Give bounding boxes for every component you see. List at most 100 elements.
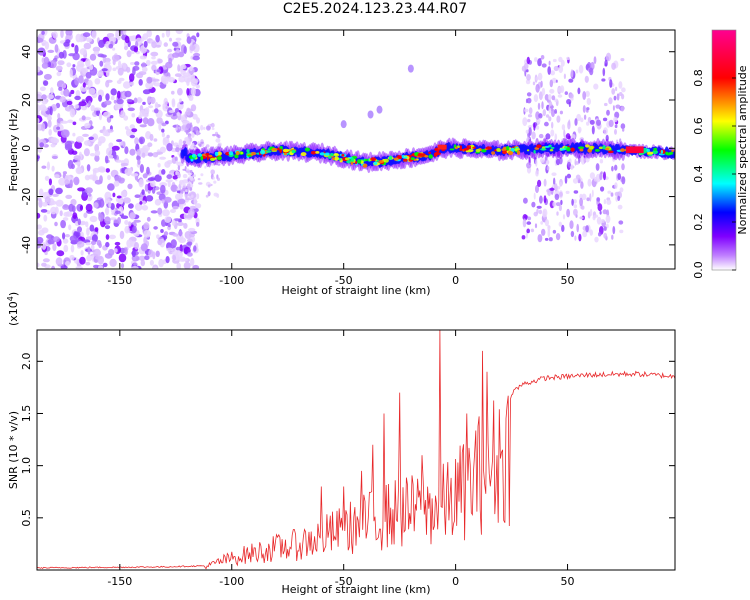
scatter-blob bbox=[554, 98, 558, 103]
scatter-blob bbox=[577, 126, 582, 133]
noise-blob bbox=[85, 261, 91, 266]
noise-blob bbox=[104, 216, 111, 224]
scatter-blob bbox=[587, 178, 592, 187]
noise-blob bbox=[41, 262, 47, 267]
noise-blob bbox=[166, 174, 173, 180]
scatter-blob bbox=[582, 91, 587, 100]
track-hotspot bbox=[200, 155, 204, 161]
noise-blob bbox=[161, 122, 167, 127]
noise-blob bbox=[72, 121, 77, 126]
scatter-blob bbox=[614, 111, 620, 119]
scatter-blob bbox=[551, 172, 557, 176]
noise-blob bbox=[154, 102, 159, 110]
scatter-blob bbox=[595, 163, 600, 171]
noise-blob bbox=[188, 95, 194, 101]
track-hotspot bbox=[334, 156, 339, 161]
track-hotspot bbox=[544, 145, 550, 148]
x-tick-label: -100 bbox=[219, 575, 244, 588]
track-hotspot bbox=[607, 150, 614, 154]
noise-blob bbox=[179, 147, 182, 151]
noise-blob bbox=[165, 30, 171, 38]
noise-blob bbox=[78, 75, 84, 84]
track-hotspot bbox=[496, 148, 501, 152]
noise-blob bbox=[118, 60, 122, 68]
noise-blob bbox=[94, 227, 99, 232]
scatter-blob bbox=[547, 228, 551, 238]
scatter-blob bbox=[596, 119, 601, 126]
noise-blob bbox=[108, 234, 116, 240]
track-hotspot bbox=[370, 157, 377, 162]
noise-blob bbox=[74, 161, 81, 165]
noise-blob bbox=[178, 230, 183, 236]
noise-blob bbox=[141, 205, 149, 211]
noise-blob bbox=[57, 60, 65, 66]
noise-blob bbox=[160, 229, 164, 233]
scatter-blob bbox=[620, 106, 625, 112]
scatter-blob bbox=[527, 118, 531, 123]
scatter-blob bbox=[527, 114, 533, 118]
noise-blob bbox=[106, 116, 112, 123]
scatter-blob bbox=[537, 102, 541, 110]
track-peak-segment bbox=[625, 146, 644, 154]
noise-blob bbox=[51, 165, 55, 172]
scatter-blob bbox=[615, 195, 619, 202]
noise-blob bbox=[42, 258, 50, 263]
noise-blob bbox=[153, 226, 158, 230]
noise-blob bbox=[133, 46, 139, 53]
noise-blob bbox=[198, 143, 202, 146]
noise-blob bbox=[106, 70, 110, 77]
scatter-blob bbox=[611, 62, 616, 70]
scatter-blob bbox=[593, 56, 597, 64]
scatter-blob bbox=[578, 64, 584, 74]
spectrogram-y-ticks: -40 -20 0 20 40 bbox=[20, 45, 675, 254]
scatter-blob bbox=[614, 124, 618, 129]
noise-blob bbox=[86, 37, 93, 43]
scatter-blob bbox=[610, 192, 614, 197]
colorbar-tick-label: 0.4 bbox=[692, 165, 705, 183]
noise-blob bbox=[169, 37, 172, 42]
track-hotspot bbox=[315, 151, 320, 154]
noise-blob bbox=[105, 234, 110, 240]
scatter-blob bbox=[607, 190, 612, 194]
scatter-blob bbox=[564, 91, 568, 95]
noise-blob bbox=[195, 130, 199, 136]
noise-blob bbox=[86, 86, 90, 90]
noise-blob bbox=[115, 30, 120, 39]
noise-blob bbox=[138, 136, 145, 145]
scatter-blob bbox=[589, 172, 596, 180]
scatter-blob bbox=[543, 195, 547, 204]
noise-blob bbox=[178, 237, 187, 244]
scatter-blob bbox=[618, 81, 623, 89]
noise-blob bbox=[37, 111, 40, 117]
track-hotspot bbox=[475, 148, 481, 153]
noise-blob bbox=[69, 68, 73, 78]
noise-blob bbox=[161, 128, 165, 133]
noise-blob bbox=[139, 124, 147, 128]
noise-blob bbox=[85, 187, 93, 194]
scatter-blob bbox=[525, 98, 528, 104]
noise-blob bbox=[118, 253, 127, 263]
noise-blob bbox=[104, 100, 112, 106]
noise-blob bbox=[56, 126, 61, 130]
scatter-blob bbox=[535, 76, 539, 81]
noise-blob bbox=[43, 56, 50, 64]
scatter-blob bbox=[566, 208, 570, 218]
noise-blob bbox=[111, 145, 120, 151]
scatter-blob bbox=[602, 209, 608, 215]
noise-blob bbox=[73, 176, 80, 186]
noise-blob bbox=[119, 230, 125, 240]
noise-blob bbox=[163, 97, 168, 107]
scatter-blob bbox=[547, 94, 552, 101]
scatter-blob bbox=[608, 119, 614, 128]
track-hotspot bbox=[536, 144, 542, 148]
noise-blob bbox=[163, 196, 172, 203]
track-hotspot bbox=[502, 150, 507, 154]
noise-blob bbox=[160, 184, 166, 194]
scatter-blob bbox=[556, 115, 561, 123]
colorbar-label: Normalized spectral amplitude bbox=[736, 65, 749, 234]
noise-blob bbox=[131, 128, 138, 133]
scatter-blob bbox=[568, 78, 574, 83]
noise-blob bbox=[39, 51, 43, 56]
noise-blob bbox=[172, 205, 179, 210]
